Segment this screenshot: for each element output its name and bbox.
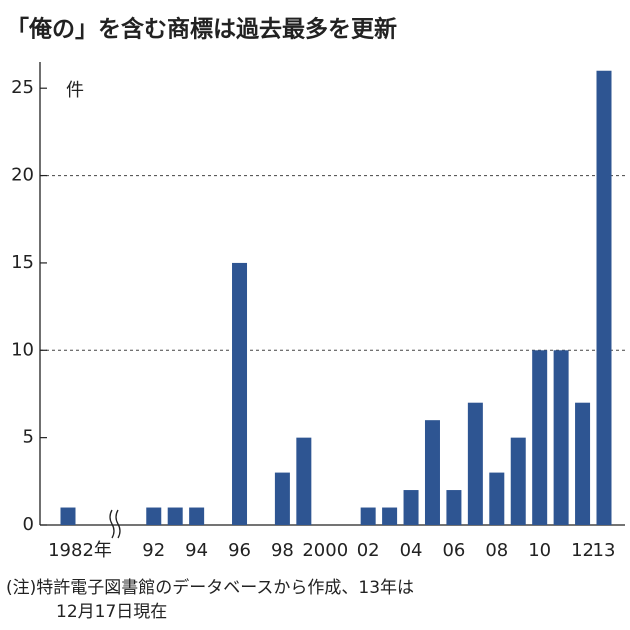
x-tick-label: 92 <box>142 540 165 561</box>
y-tick-label: 0 <box>23 514 34 535</box>
bar <box>510 437 526 525</box>
bar <box>424 420 440 525</box>
x-tick-label: 08 <box>485 540 508 561</box>
bar <box>575 402 591 525</box>
bar <box>146 507 162 525</box>
note: 12月17日現在 <box>56 602 167 622</box>
bar <box>446 490 462 525</box>
y-tick-label: 20 <box>11 165 34 186</box>
x-tick-label: 04 <box>400 540 423 561</box>
x-tick-label: 96 <box>228 540 251 561</box>
y-tick-label: 15 <box>11 252 34 273</box>
x-tick-label: 13 <box>593 540 616 561</box>
bar <box>382 507 398 525</box>
note: (注)特許電子図書館のデータベースから作成、13年は <box>6 577 414 598</box>
bar <box>296 437 312 525</box>
bar <box>189 507 205 525</box>
x-tick-label: 94 <box>185 540 208 561</box>
bar <box>403 490 419 525</box>
x-tick-label: 12 <box>571 540 594 561</box>
unit-label: 件 <box>66 80 84 101</box>
bar <box>232 262 248 525</box>
x-tick-label: 02 <box>357 540 380 561</box>
x-tick-label: 1982年 <box>48 540 112 561</box>
x-tick-label: 06 <box>442 540 465 561</box>
x-tick-label: 10 <box>528 540 551 561</box>
x-tick-label: 2000 <box>302 540 348 561</box>
axis-break <box>109 509 121 539</box>
x-tick-label: 98 <box>271 540 294 561</box>
bar <box>167 507 183 525</box>
bar <box>489 472 505 525</box>
chart-title: 「俺の」を含む商標は過去最多を更新 <box>6 16 397 43</box>
bar <box>553 350 569 525</box>
bar <box>596 70 612 526</box>
bar <box>532 350 548 525</box>
y-tick-label: 10 <box>11 339 34 360</box>
bar <box>360 507 376 525</box>
bar <box>274 472 290 525</box>
y-tick-label: 25 <box>11 77 34 98</box>
bar <box>60 507 76 525</box>
bar <box>467 402 483 525</box>
y-tick-label: 5 <box>23 427 34 448</box>
